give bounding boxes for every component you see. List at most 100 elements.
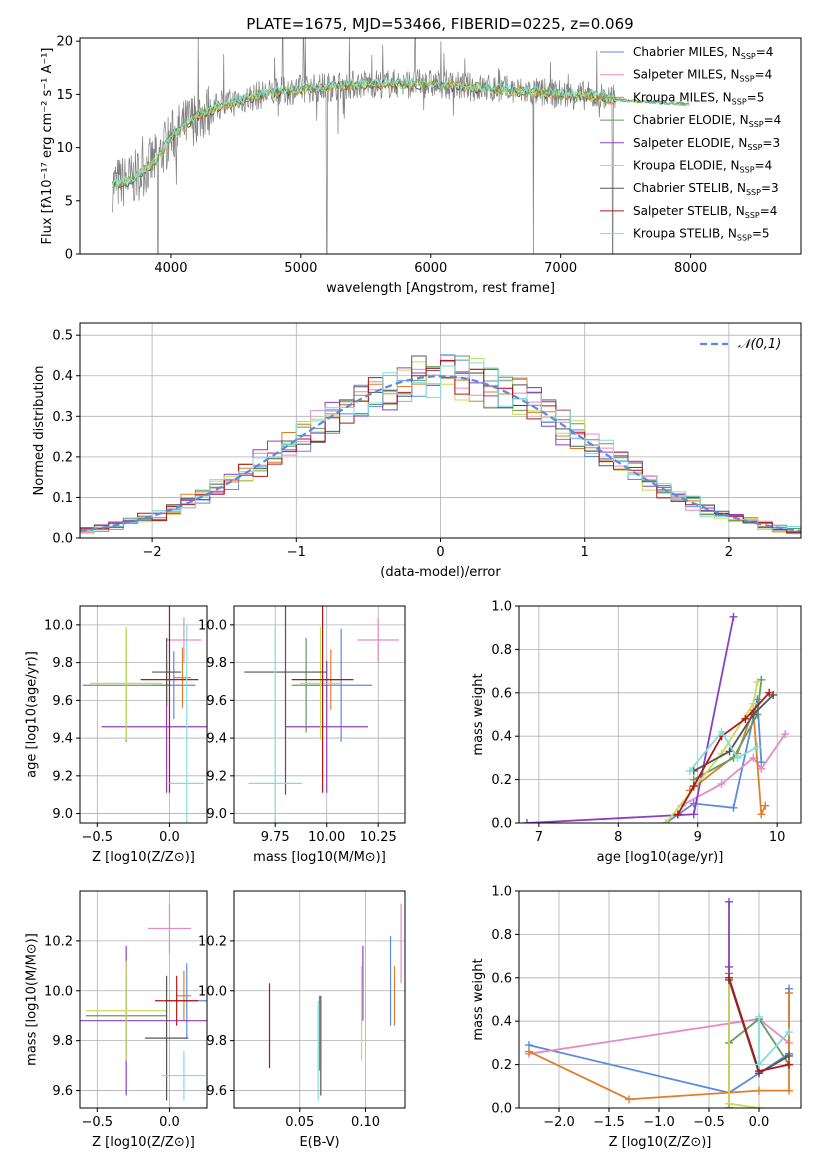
legend-entry-sub: SSP: [740, 75, 755, 84]
series-marker: [785, 988, 793, 997]
series-marker: [753, 743, 762, 752]
x-tick-label: 0.0: [159, 830, 180, 845]
series-marker: [755, 1104, 763, 1108]
series-marker: [625, 1095, 633, 1104]
series-marker: [733, 753, 742, 762]
series-marker: [717, 727, 726, 736]
x-axis-label: Z [log10(Z/Z⊙)]: [609, 1135, 712, 1150]
x-tick-label: −2: [143, 545, 162, 560]
panel-residuals: −2 −1 0 1 2 0.0 0.1 0.2 0.3 0.4 0.5 (data-model)/er…: [32, 322, 802, 580]
series-marker: [749, 753, 758, 762]
x-tick-label: 10: [769, 830, 786, 845]
x-tick-label: 0.05: [285, 1115, 314, 1130]
legend-entry-label: Chabrier ELODIE, N: [633, 113, 749, 127]
x-axis-label: mass [log10(M/M⊙)]: [253, 850, 386, 865]
spectrum-model-line: [112, 76, 690, 189]
y-tick-label: 20: [56, 35, 73, 50]
y-tick-label: 10.2: [44, 934, 73, 949]
y-tick-label: 0.1: [52, 491, 73, 506]
y-axis-label: mass weight: [471, 673, 486, 755]
plot-area: [244, 606, 399, 823]
series-marker: [755, 1086, 763, 1095]
x-axis-label: Z [log10(Z/Z⊙)]: [92, 850, 195, 865]
y-tick-label: 10.0: [44, 984, 73, 999]
legend-entry-tail: =4: [756, 45, 774, 59]
y-tick-label: 9.8: [52, 656, 73, 671]
x-tick-label: 4000: [154, 261, 187, 276]
legend-entry-tail: =4: [755, 159, 773, 173]
legend-entry: Chabrier ELODIE, NSSP=4: [633, 113, 781, 129]
series-marker: [725, 747, 734, 756]
legend-entry: Kroupa ELODIE, NSSP=4: [633, 159, 772, 175]
legend-entry-sub: SSP: [740, 166, 755, 175]
series-marker: [749, 699, 758, 708]
series-marker: [689, 810, 698, 819]
x-axis-label: age [log10(age/yr)]: [597, 850, 724, 865]
plot-area: [522, 612, 790, 823]
x-tick-label: −0.5: [82, 830, 114, 845]
legend-entry-tail: =5: [747, 90, 765, 104]
series-line: [689, 730, 758, 772]
series-marker: [717, 779, 726, 788]
legend-entry-label: Salpeter MILES, N: [633, 68, 740, 82]
series-marker: [725, 1099, 733, 1108]
y-axis-label: Flux [fλ10⁻¹⁷ erg cm⁻² s⁻¹ A⁻¹]: [40, 47, 55, 244]
panel-spectrum: 4000 5000 6000 7000 8000 0 5 10 15 20 wavelength […: [40, 35, 802, 296]
panel-weight-vs-Z: −2.0 −1.5 −1.0 −0.5 0.0 0.0 0.2 0.4 0.6 0.8 1.0 Z […: [471, 885, 802, 1150]
legend-entry-tail: =3: [762, 136, 780, 150]
legend-entry-sub: SSP: [732, 97, 747, 106]
y-tick-label: 9.4: [206, 732, 227, 747]
y-tick-label: 9.8: [206, 1034, 227, 1049]
series-marker: [785, 1028, 793, 1037]
legend-entry: Salpeter MILES, NSSP=4: [633, 68, 772, 84]
x-tick-label: 1: [581, 545, 589, 560]
series-marker: [781, 730, 790, 739]
x-tick-label: 9.75: [261, 830, 290, 845]
legend-entry-sub: SSP: [745, 211, 760, 220]
x-tick-label: −1.5: [593, 1115, 625, 1130]
x-tick-label: 10.25: [360, 830, 397, 845]
legend-entry: Salpeter ELODIE, NSSP=3: [633, 136, 780, 152]
y-tick-label: 10.0: [44, 618, 73, 633]
y-tick-label: 0.0: [491, 1102, 512, 1117]
y-tick-label: 0.0: [491, 817, 512, 832]
plot-area: [82, 606, 207, 823]
y-tick-label: 9.0: [206, 807, 227, 822]
y-tick-label: 9.8: [52, 1034, 73, 1049]
x-tick-label: 2: [725, 545, 733, 560]
y-tick-label: 0.4: [491, 1015, 512, 1030]
plot-area: [80, 903, 207, 1101]
series-marker: [525, 1047, 533, 1056]
y-axis-label: Normed distribution: [32, 366, 47, 496]
y-tick-label: 9.8: [206, 656, 227, 671]
series-marker: [753, 677, 762, 686]
legend-entry-label: Kroupa STELIB, N: [633, 227, 737, 241]
legend-entry-sub: SSP: [749, 120, 764, 129]
x-axis-label: Z [log10(Z/Z⊙)]: [92, 1135, 195, 1150]
series-marker: [685, 766, 694, 775]
spectrum-model-line: [112, 78, 690, 189]
series-line: [693, 679, 763, 781]
series-marker: [785, 1086, 793, 1095]
panel-age-vs-mass: 9.75 10.00 10.25 9.0 9.2 9.4 9.6 9.8 10.0 mass [l…: [198, 605, 406, 865]
y-tick-label: 0.6: [491, 971, 512, 986]
panel-weight-vs-age: 7 8 9 10 0.0 0.2 0.4 0.6 0.8 1.0 age [log10(age/yr…: [471, 600, 802, 865]
legend-entry: Chabrier MILES, NSSP=4: [633, 45, 773, 61]
series-marker: [673, 810, 682, 819]
series-marker: [725, 962, 733, 971]
x-tick-label: −1: [287, 545, 306, 560]
x-tick-label: −2.0: [543, 1115, 575, 1130]
y-tick-label: 9.2: [52, 769, 73, 784]
series-marker: [661, 819, 670, 823]
y-tick-label: 10: [56, 141, 73, 156]
y-tick-label: 5: [65, 194, 73, 209]
x-tick-label: 7000: [544, 261, 577, 276]
legend-entry-tail: =3: [761, 181, 779, 195]
x-axis-label: E(B-V): [299, 1135, 339, 1150]
legend-entry: 𝒩(0,1): [738, 337, 781, 352]
panel-mass-vs-EBV: 0.05 0.10 9.6 9.8 10.0 10.2 E(B-V): [198, 890, 406, 1150]
histogram-step: [80, 362, 801, 532]
x-tick-label: 5000: [284, 261, 317, 276]
